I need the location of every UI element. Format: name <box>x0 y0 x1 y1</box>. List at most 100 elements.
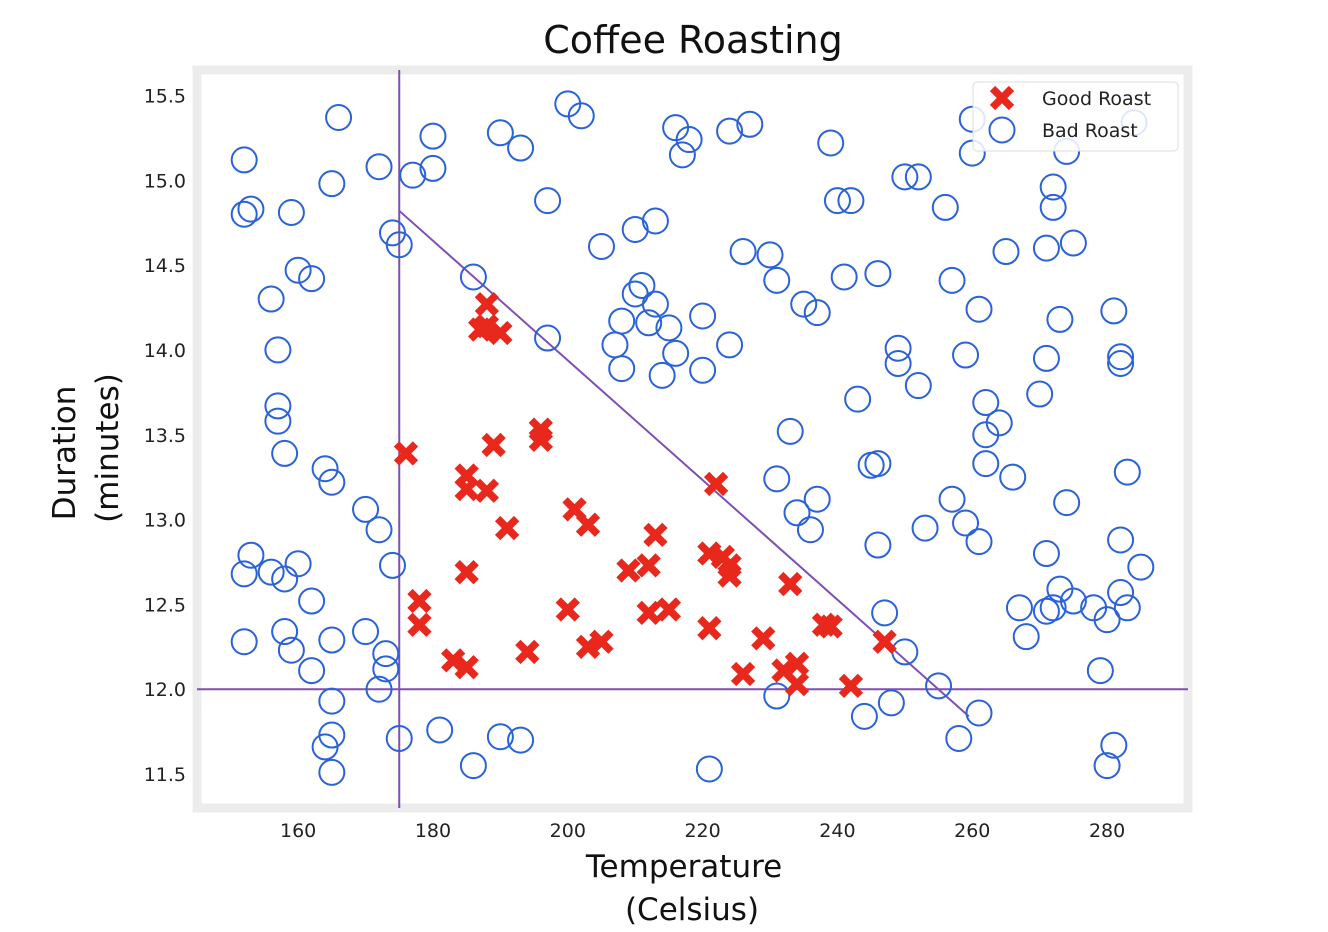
good-roast-point-stroke <box>589 629 614 654</box>
legend-box <box>972 81 1179 152</box>
bad-roast-point <box>298 265 326 293</box>
bad-roast-point <box>716 331 744 359</box>
bad-roast-point <box>891 163 919 191</box>
y-tick-label: 12.5 <box>144 594 186 616</box>
good-roast-point <box>407 588 432 614</box>
bad-roast-point <box>992 238 1020 266</box>
bad-roast-point <box>311 455 339 483</box>
x-axis-label: Temperature (Celsius) <box>585 849 792 928</box>
bad-roast-point <box>271 618 299 646</box>
y-tick-label: 13.0 <box>144 510 186 532</box>
good-roast-point <box>407 612 432 637</box>
bad-roast-point <box>1107 526 1135 554</box>
bad-roast-point <box>257 285 285 313</box>
good-roast-point <box>528 427 553 452</box>
bad-roast-point <box>277 636 305 664</box>
good-roast-point <box>515 639 540 665</box>
bad-roast-point <box>1039 594 1067 622</box>
x-tick-label: 240 <box>819 820 855 842</box>
good-roast-point-stroke <box>697 616 722 641</box>
good-roast-point-stroke <box>616 558 641 583</box>
good-roast-point-stroke <box>778 571 803 597</box>
bad-roast-point <box>864 260 892 288</box>
good-roast-point-stroke <box>441 648 466 673</box>
bad-roast-point <box>695 755 723 783</box>
bad-roast-point <box>668 141 696 169</box>
bad-roast-series <box>230 90 1155 786</box>
bad-roast-point <box>1100 731 1128 759</box>
y-tick-label: 11.5 <box>144 764 186 786</box>
good-roast-point <box>643 522 668 548</box>
y-tick-label: 13.5 <box>144 425 186 447</box>
good-roast-point-stroke <box>636 600 661 626</box>
bad-roast-point <box>325 104 353 132</box>
bad-roast-point <box>925 672 953 700</box>
bad-roast-point <box>271 565 299 593</box>
bad-roast-point <box>419 122 447 150</box>
y-tick-label: 15.5 <box>144 85 186 107</box>
bad-roast-point <box>965 528 993 556</box>
y-tick-label: 14.5 <box>144 255 186 277</box>
good-roast-point-stroke <box>393 441 419 466</box>
bad-roast-point <box>985 409 1013 437</box>
bad-roast-point <box>844 385 872 413</box>
good-roast-point <box>784 672 810 697</box>
good-roast-point <box>575 512 601 537</box>
bad-roast-point <box>372 640 400 668</box>
bad-roast-point <box>938 266 966 294</box>
good-roast-point-stroke <box>407 588 432 614</box>
good-roast-point-stroke <box>643 522 668 548</box>
bad-roast-point <box>763 682 791 710</box>
good-roast-point-stroke <box>454 476 479 502</box>
bad-roast-point <box>1086 657 1114 685</box>
bad-roast-point <box>399 161 427 189</box>
bad-roast-point <box>608 307 636 335</box>
good-roast-point <box>589 629 614 654</box>
bad-roast-point <box>736 110 764 138</box>
bad-roast-point <box>372 655 400 683</box>
good-roast-point-stroke <box>474 314 500 339</box>
good-roast-point-stroke <box>771 658 796 683</box>
y-axis-ticks: 11.5 12.0 12.5 13.0 13.5 14.0 14.5 15.0 15.5 <box>144 85 186 786</box>
bad-roast-point <box>264 336 292 364</box>
good-roast-point <box>555 597 580 622</box>
y-tick-label: 14.0 <box>144 340 186 362</box>
good-roast-point <box>751 626 776 651</box>
good-roast-point <box>474 291 500 317</box>
bad-roast-point <box>823 187 851 215</box>
bad-roast-point <box>931 193 959 221</box>
bad-roast-point <box>1107 579 1135 607</box>
bad-roast-point <box>534 187 562 215</box>
x-tick-label: 180 <box>415 820 451 842</box>
bad-roast-point <box>952 341 980 369</box>
bad-roast-point <box>385 231 413 259</box>
bad-roast-point <box>1107 350 1135 378</box>
bad-roast-point <box>655 314 683 342</box>
bad-roast-point <box>426 716 454 744</box>
bad-roast-point <box>1093 752 1121 780</box>
bad-roast-point <box>689 356 717 384</box>
good-roast-point <box>616 558 641 583</box>
y-axis-label-line-2: (minutes) <box>90 373 126 523</box>
good-roast-point-stroke <box>784 651 810 676</box>
bad-roast-point <box>230 146 258 174</box>
bad-roast-point <box>621 215 649 243</box>
bad-roast-point <box>365 516 393 544</box>
bad-roast-point <box>1059 587 1087 615</box>
good-roast-point <box>454 560 479 585</box>
x-axis-ticks: 160 180 200 220 240 260 280 <box>280 820 1125 842</box>
plot-frame <box>192 65 1193 813</box>
bad-roast-point <box>230 628 258 656</box>
bad-roast-point <box>318 758 346 786</box>
good-roast-point-stroke <box>494 515 520 541</box>
legend-good-roast-marker <box>989 85 1015 111</box>
good-roast-point <box>838 673 864 698</box>
good-roast-point-stroke <box>656 597 682 622</box>
good-roast-point-stroke <box>454 655 479 680</box>
good-roast-point-stroke <box>703 471 729 497</box>
bad-roast-point <box>1107 343 1135 371</box>
good-roast-point-stroke <box>528 427 553 452</box>
bad-roast-point <box>1053 489 1081 517</box>
bad-roast-point <box>567 102 595 130</box>
